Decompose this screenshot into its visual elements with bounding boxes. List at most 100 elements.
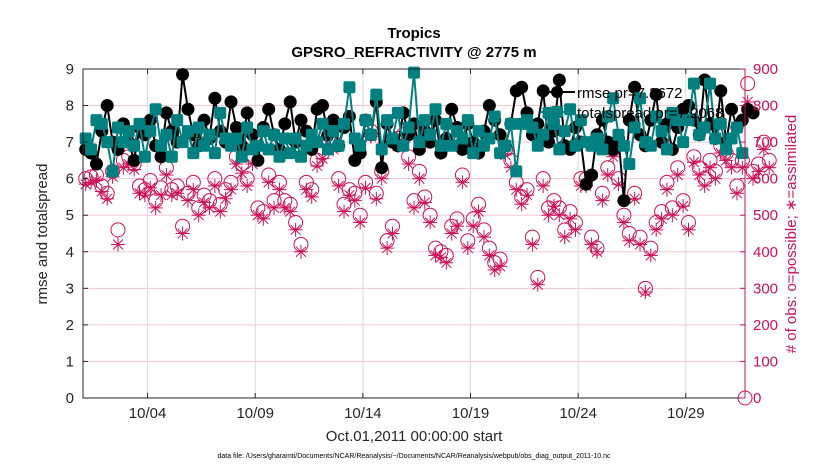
obs-assimilated-point [207,178,222,193]
totalspread-point [644,139,657,152]
obs-assimilated-point [218,191,233,206]
totalspread-point [354,139,367,152]
obs-assimilated-point [692,168,707,183]
right-tick-label: 400 [753,244,778,261]
totalspread-point [655,125,668,138]
obs-assimilated-point [756,142,771,157]
totalspread-point [574,114,587,127]
obs-assimilated-point [304,189,319,204]
obs-assimilated-point [589,244,604,259]
obs-assimilated-point [347,193,362,208]
totalspread-point [725,132,738,145]
rmse-point [154,150,168,164]
legend-rmse-marker [551,86,563,98]
totalspread-point [241,121,254,134]
obs-assimilated-point [514,197,529,212]
obs-assimilated-point [600,168,615,183]
rmse-point [455,142,469,156]
obs-assimilated-point [202,200,217,215]
totalspread-point [386,132,399,145]
totalspread-point [461,114,474,127]
totalspread-point [262,143,275,156]
rmse-point [606,142,620,156]
totalspread-point [203,128,216,141]
rmse-point [251,153,265,167]
obs-possible-point [110,222,126,238]
totalspread-point [537,128,550,141]
totalspread-point [660,143,673,156]
totalspread-point [596,143,609,156]
totalspread-point [510,165,523,178]
rmse-point [375,161,389,175]
totalspread-point [704,77,717,90]
obs-assimilated-point [751,164,766,179]
chart-title: Tropics [387,25,440,42]
totalspread-point [144,125,157,138]
y-axis-label-right: # of obs: o=possible; ∗=assimilated [783,115,800,354]
obs-assimilated-point [272,182,287,197]
totalspread-point [634,92,647,105]
rmse-point [159,106,173,120]
obs-assimilated-point [697,178,712,193]
left-tick-label: 3 [66,280,74,297]
totalspread-point [488,110,501,123]
left-tick-label: 7 [66,134,74,151]
obs-assimilated-point [638,284,653,299]
totalspread-point [553,143,566,156]
obs-assimilated-point [450,219,465,234]
totalspread-point [687,77,700,90]
obs-assimilated-point [633,237,648,252]
obs-assimilated-point [482,248,497,263]
obs-assimilated-point [358,180,373,195]
rmse-point [181,102,195,116]
totalspread-point [165,150,178,163]
totalspread-point [176,136,189,149]
totalspread-point [106,165,119,178]
obs-assimilated-point [180,193,195,208]
totalspread-point [391,106,404,119]
totalspread-point [564,103,577,116]
totalspread-point [456,132,469,145]
totalspread-point [601,110,614,123]
totalspread-point [504,117,517,130]
totalspread-point [101,136,114,149]
totalspread-point [650,110,663,123]
obs-assimilated-point [407,200,421,215]
obs-assimilated-point [299,182,314,197]
obs-assimilated-point [94,184,109,199]
obs-assimilated-point [143,180,158,195]
totalspread-point [628,121,641,134]
totalspread-point [359,114,372,127]
obs-assimilated-point [676,199,691,214]
totalspread-point [612,128,625,141]
obs-assimilated-point [654,211,669,226]
totalspread-point [332,139,345,152]
obs-possible-point [740,76,756,92]
obs-assimilated-point [735,160,750,175]
left-tick-label: 0 [66,390,74,407]
rmse-point [240,106,254,120]
obs-assimilated-point [622,233,637,248]
obs-assimilated-point [256,211,271,226]
obs-assimilated-point [154,188,169,203]
totalspread-point [440,117,453,130]
right-tick-label: 0 [753,390,761,407]
rmse-point [176,67,190,81]
obs-assimilated-point [369,191,384,206]
totalspread-point [122,125,135,138]
totalspread-point [547,117,560,130]
totalspread-point [273,150,286,163]
totalspread-point [198,139,211,152]
right-tick-label: 300 [753,280,778,297]
obs-assimilated-point [353,215,368,230]
obs-assimilated-point [385,226,400,241]
right-tick-label: 800 [753,98,778,115]
obs-assimilated-point [116,160,131,175]
totalspread-point [155,139,168,152]
totalspread-point [526,121,539,134]
rmse-point [229,120,243,134]
totalspread-point [714,117,727,130]
chart-subtitle: GPSRO_REFRACTIVITY @ 2775 m [291,44,536,61]
obs-assimilated-point [476,230,491,245]
obs-assimilated-point [466,219,481,234]
